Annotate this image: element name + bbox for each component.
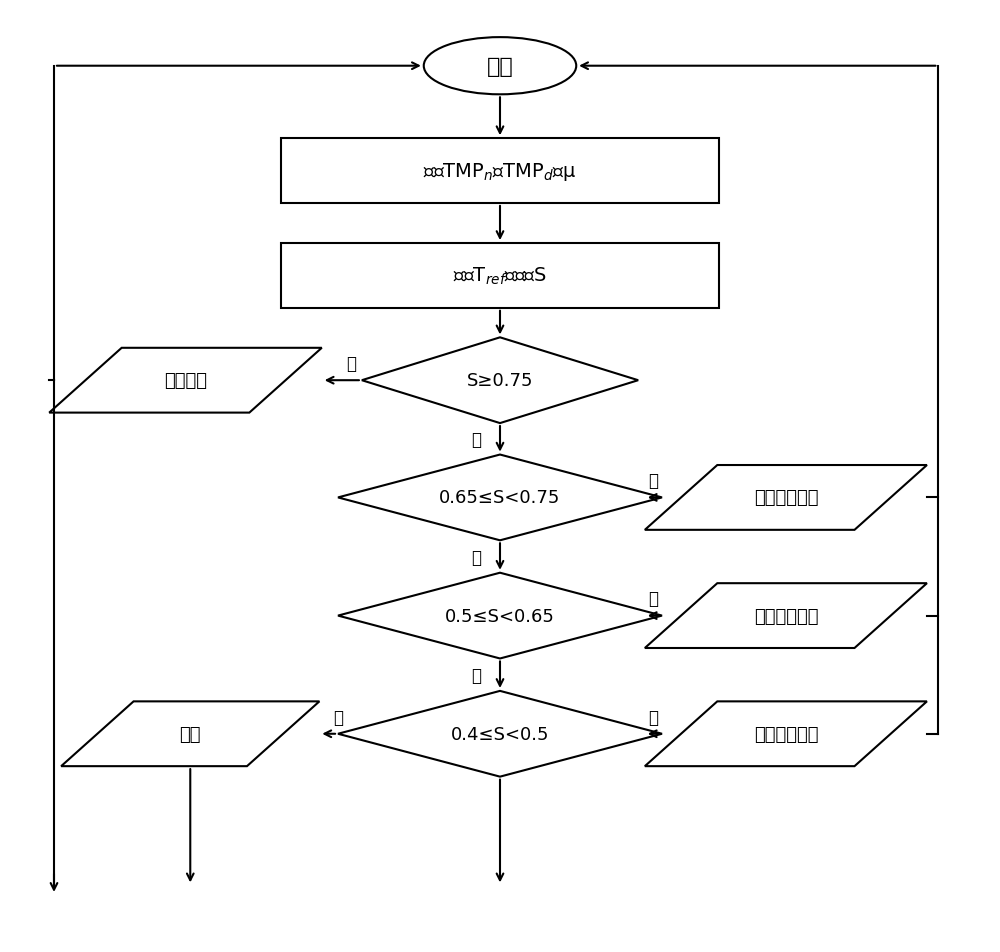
Text: 中等冲洗时间: 中等冲洗时间 bbox=[754, 607, 818, 625]
Text: S≥0.75: S≥0.75 bbox=[467, 372, 533, 389]
Text: 计算TMP$_n$，TMP$_d$、μ: 计算TMP$_n$，TMP$_d$、μ bbox=[423, 160, 577, 183]
Text: 药洗: 药洗 bbox=[180, 725, 201, 743]
Text: 是: 是 bbox=[648, 708, 658, 725]
Text: 是: 是 bbox=[346, 355, 356, 372]
Text: 计算T$_{ref}$，计算S: 计算T$_{ref}$，计算S bbox=[453, 266, 547, 287]
Text: 最大冲洗时间: 最大冲洗时间 bbox=[754, 725, 818, 743]
Text: 否: 否 bbox=[333, 708, 343, 725]
Text: 否: 否 bbox=[471, 666, 481, 684]
Text: 开始: 开始 bbox=[487, 57, 513, 76]
Bar bbox=[281, 139, 719, 204]
Text: 不需清洗: 不需清洗 bbox=[164, 372, 207, 389]
Text: 0.4≤S<0.5: 0.4≤S<0.5 bbox=[451, 725, 549, 743]
Text: 最小冲洗时间: 最小冲洗时间 bbox=[754, 489, 818, 506]
Text: 0.65≤S<0.75: 0.65≤S<0.75 bbox=[439, 489, 561, 506]
Bar bbox=[281, 244, 719, 308]
Text: 0.5≤S<0.65: 0.5≤S<0.65 bbox=[445, 607, 555, 625]
Text: 否: 否 bbox=[471, 548, 481, 565]
Text: 否: 否 bbox=[471, 430, 481, 448]
Text: 是: 是 bbox=[648, 590, 658, 607]
Text: 是: 是 bbox=[648, 472, 658, 489]
